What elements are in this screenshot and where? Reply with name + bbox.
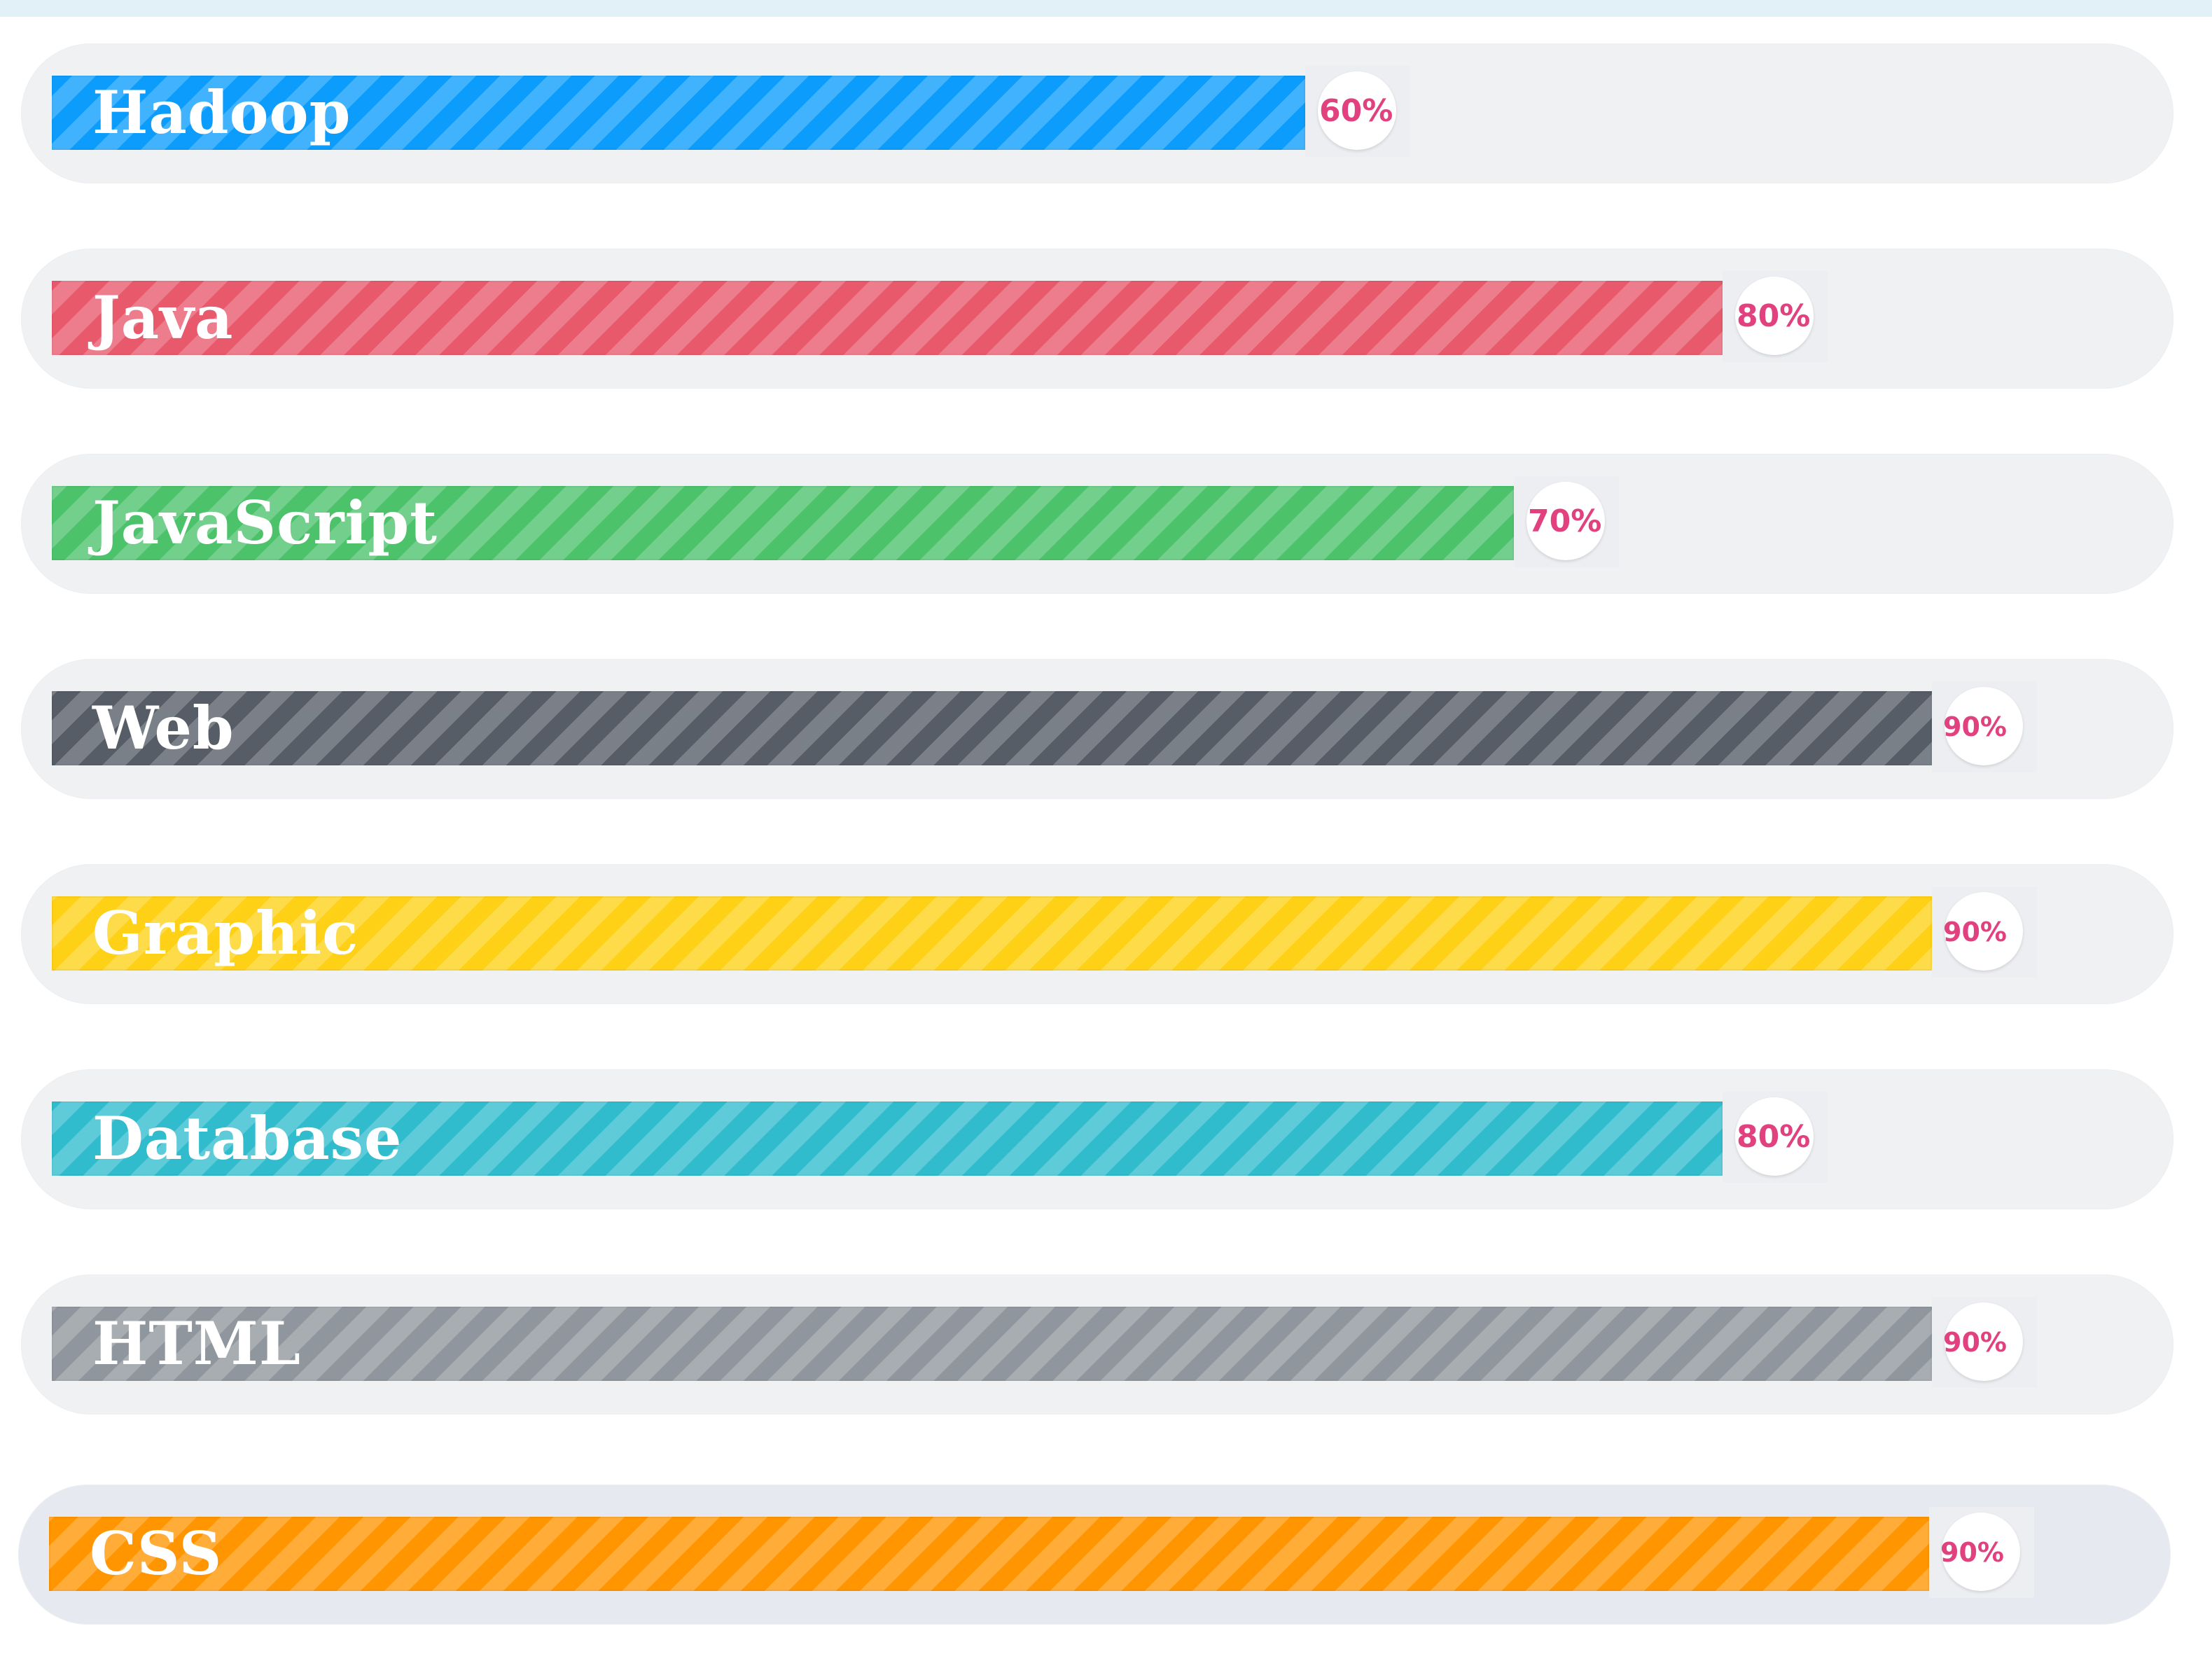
percent-badge: 90% <box>1932 887 2037 978</box>
progress-track: Graphic 90% <box>52 887 2110 978</box>
percent-badge: 80% <box>1723 1092 1828 1183</box>
skill-row-javascript: JavaScript 70% <box>21 454 2173 594</box>
percent-value: 90% <box>1943 1327 2007 1358</box>
skill-row-java: Java 80% <box>21 249 2173 389</box>
skill-label: HTML <box>92 1309 301 1378</box>
skill-label: CSS <box>90 1519 223 1588</box>
progress-fill <box>52 486 1514 560</box>
progress-fill <box>52 281 1723 355</box>
skill-row-css: CSS 90% <box>18 1485 2171 1625</box>
skill-row-graphic: Graphic 90% <box>21 864 2173 1004</box>
percent-circle <box>1945 1302 2023 1381</box>
percent-badge: 90% <box>1932 1297 2037 1388</box>
progress-track: CSS 90% <box>49 1507 2108 1598</box>
percent-circle <box>1735 1097 1814 1176</box>
percent-value: 90% <box>1943 917 2007 947</box>
progress-track: Database 80% <box>52 1092 2110 1183</box>
progress-fill <box>52 896 1932 971</box>
percent-badge: 70% <box>1514 476 1619 567</box>
percent-value: 90% <box>1943 711 2007 742</box>
percent-badge: 90% <box>1932 681 2037 772</box>
percent-circle <box>1945 892 2023 971</box>
progress-fill <box>52 1101 1723 1176</box>
percent-badge: 80% <box>1723 271 1828 362</box>
percent-circle <box>1526 482 1605 560</box>
skill-label: Graphic <box>92 898 359 968</box>
progress-track: HTML 90% <box>52 1297 2110 1388</box>
percent-value: 80% <box>1737 298 1811 334</box>
skill-label: JavaScript <box>92 488 438 557</box>
skill-row-web: Web 90% <box>21 659 2173 799</box>
progress-track: JavaScript 70% <box>52 476 2110 567</box>
skill-row-html: HTML 90% <box>21 1274 2173 1415</box>
skill-row-hadoop: Hadoop 60% <box>21 43 2173 183</box>
skill-label: Web <box>92 693 235 763</box>
percent-circle <box>1942 1513 2020 1591</box>
progress-fill <box>52 691 1932 765</box>
percent-value: 70% <box>1528 503 1602 539</box>
percent-badge: 60% <box>1305 66 1410 157</box>
percent-badge: 90% <box>1929 1507 2034 1598</box>
percent-value: 90% <box>1940 1537 2004 1568</box>
percent-value: 80% <box>1737 1119 1811 1155</box>
progress-track: Hadoop 60% <box>52 66 2110 157</box>
progress-fill <box>52 1307 1932 1381</box>
progress-track: Java 80% <box>52 271 2110 362</box>
percent-value: 60% <box>1319 93 1393 129</box>
percent-circle <box>1735 277 1814 355</box>
skill-row-database: Database 80% <box>21 1069 2173 1209</box>
top-header-strip <box>0 0 2212 17</box>
skill-label: Database <box>92 1104 403 1173</box>
percent-circle <box>1945 687 2023 765</box>
progress-track: Web 90% <box>52 681 2110 772</box>
percent-circle <box>1318 71 1396 150</box>
skill-label: Java <box>92 283 234 352</box>
skill-label: Hadoop <box>92 78 352 147</box>
progress-fill <box>52 76 1305 150</box>
progress-fill <box>49 1517 1929 1591</box>
